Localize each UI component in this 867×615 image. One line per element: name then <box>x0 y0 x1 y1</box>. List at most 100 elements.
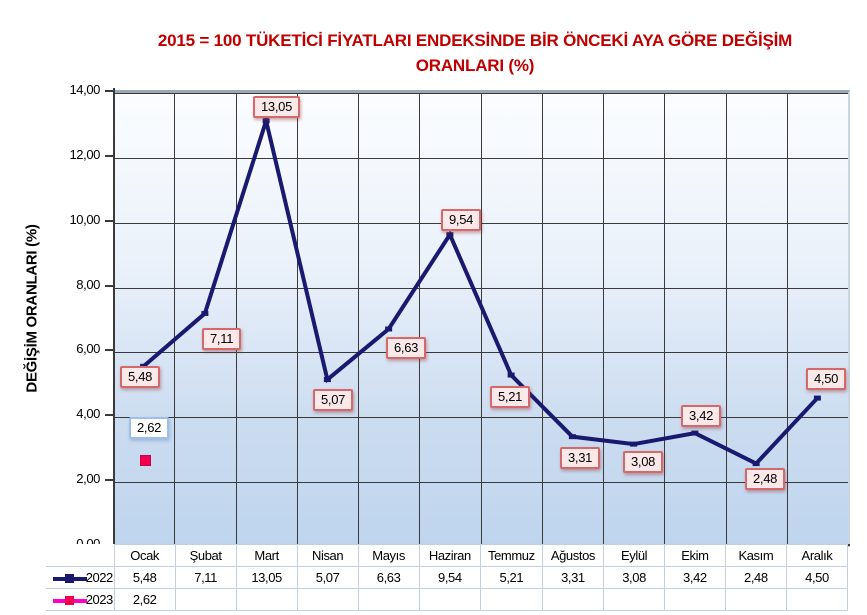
data-point-2022 <box>262 118 270 124</box>
y-tick-label: 12,00 <box>69 146 100 162</box>
table-cell: 9,54 <box>418 566 482 589</box>
chart-title-line-1: 2015 = 100 TÜKETİCİ FİYATLARI ENDEKSİNDE… <box>157 31 793 50</box>
table-cell <box>603 588 665 611</box>
data-label-2022: 2,48 <box>745 468 786 490</box>
data-point-2022 <box>691 430 699 436</box>
data-label-2022: 9,54 <box>441 209 482 231</box>
table-cell: 7,11 <box>174 566 237 589</box>
y-tick-label: 6,00 <box>76 341 100 357</box>
table-cell: 6,63 <box>357 566 420 589</box>
y-axis-line <box>113 88 115 546</box>
data-label-2022: 3,31 <box>560 447 601 469</box>
legend-marker-icon <box>52 573 87 584</box>
series-line-2022 <box>142 113 819 467</box>
table-cell: 4,50 <box>785 566 849 589</box>
y-tick-label: 10,00 <box>69 211 100 227</box>
table-cell: 5,48 <box>113 566 176 589</box>
table-cell <box>785 588 849 611</box>
data-point-2022 <box>446 232 454 238</box>
legend-dot-icon <box>64 574 74 583</box>
table-cell <box>357 588 420 611</box>
table-cell: 2,62 <box>113 588 176 611</box>
data-point-2022 <box>630 441 638 447</box>
data-point-2022 <box>323 377 331 383</box>
table-col-header: Temmuz <box>480 544 543 567</box>
data-point-2022 <box>201 310 209 316</box>
y-tick-mark <box>105 349 113 352</box>
table-cell <box>174 588 237 611</box>
y-tick-mark <box>105 154 113 157</box>
table-cell <box>296 588 359 611</box>
y-tick-mark <box>105 219 113 222</box>
y-tick-label: 4,00 <box>76 406 100 422</box>
data-label-2022: 3,42 <box>681 405 722 427</box>
table-cell: 5,21 <box>480 566 543 589</box>
table-col-header: Ağustos <box>541 544 605 567</box>
data-label-2023: 2,62 <box>129 417 170 439</box>
table-col-header: Şubat <box>174 544 237 567</box>
gridline-vertical <box>480 93 482 547</box>
table-cell <box>235 588 298 611</box>
chart-title: 2015 = 100 TÜKETİCİ FİYATLARI ENDEKSİNDE… <box>95 28 855 78</box>
gridline-vertical <box>786 93 788 547</box>
y-tick-mark <box>105 414 113 417</box>
table-cell <box>541 588 605 611</box>
table-cell <box>480 588 543 611</box>
data-point-2022 <box>752 461 760 467</box>
y-tick-label: 14,00 <box>69 82 100 97</box>
data-label-2022: 3,08 <box>623 451 664 473</box>
data-label-2022: 4,50 <box>806 368 847 390</box>
table-cell: 3,31 <box>541 566 605 589</box>
data-point-2022 <box>813 395 821 401</box>
legend-series-label: 2023 <box>85 592 113 607</box>
gridline-vertical <box>419 93 421 547</box>
table-col-header: Ekim <box>663 544 726 567</box>
data-point-2022 <box>568 434 576 440</box>
data-point-2022 <box>385 326 393 332</box>
data-label-2022: 13,05 <box>253 96 301 118</box>
y-tick-label: 2,00 <box>76 471 100 487</box>
gridline-vertical <box>174 93 176 547</box>
series-lines <box>140 113 821 467</box>
gridline-vertical <box>358 93 359 547</box>
table-row: 2022 5,48 7,11 13,05 5,07 6,63 9,54 5,21 3,31 3,0… <box>46 566 849 589</box>
table-row: 2023 2,62 <box>46 588 849 611</box>
table-cell: 3,42 <box>663 566 726 589</box>
table-cell: 13,05 <box>235 566 298 589</box>
legend-dot-icon <box>64 596 74 605</box>
table-col-header: Mayıs <box>357 544 420 567</box>
table-col-header: Eylül <box>603 544 665 567</box>
gridline-vertical <box>664 93 666 547</box>
table-col-header: Nisan <box>296 544 359 567</box>
table-header-row: Ocak Şubat Mart Nisan Mayıs Haziran Temmuz Ağus… <box>46 544 849 567</box>
data-point-2022 <box>507 372 515 378</box>
data-point-2023-ocak <box>139 455 151 467</box>
legend-entry-2023: 2023 <box>46 588 115 611</box>
table-cell: 3,08 <box>603 566 665 589</box>
table-col-header: Haziran <box>418 544 482 567</box>
table-body: 2022 5,48 7,11 13,05 5,07 6,63 9,54 5,21 3,31 3,0… <box>46 566 849 611</box>
table-corner-cell <box>46 545 114 567</box>
table-col-header: Aralık <box>785 544 849 567</box>
y-tick-label: 8,00 <box>76 276 100 292</box>
legend-entry-2022: 2022 <box>46 566 115 589</box>
table-cell <box>724 588 787 611</box>
table-col-header: Ocak <box>113 544 176 567</box>
gridline-vertical <box>296 93 298 547</box>
table-cell <box>663 588 726 611</box>
data-label-2022: 5,21 <box>490 386 531 408</box>
data-label-2022: 7,11 <box>202 328 242 350</box>
gridline-vertical <box>725 93 727 547</box>
y-axis-title: DEĞİŞİM ORANLARI (%) <box>23 224 41 393</box>
gridline-vertical <box>603 93 604 547</box>
table-cell: 5,07 <box>296 566 359 589</box>
legend-series-label: 2022 <box>85 570 113 585</box>
data-label-2022: 5,48 <box>120 366 161 388</box>
y-tick-mark <box>105 479 113 482</box>
y-tick-mark <box>105 90 113 92</box>
legend-marker-icon <box>52 595 87 606</box>
table-col-header: Mart <box>235 544 298 567</box>
data-table: Ocak Şubat Mart Nisan Mayıs Haziran Temmuz Ağus… <box>46 544 849 611</box>
gridline-vertical <box>541 93 543 547</box>
table-cell: 2,48 <box>724 566 787 589</box>
